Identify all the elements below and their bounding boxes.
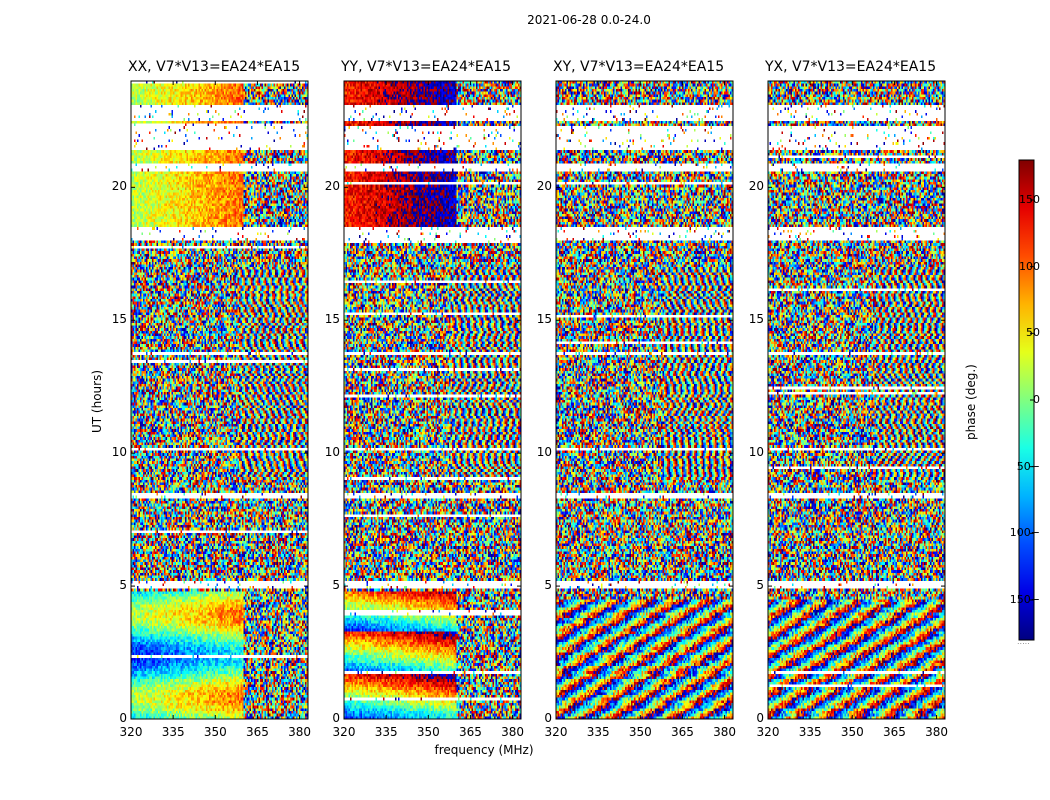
y-tick-label: 10 <box>324 445 340 460</box>
y-tick-label: 5 <box>544 578 552 593</box>
x-tick-label: 380 <box>501 725 525 739</box>
y-tick-label: 0 <box>756 711 764 725</box>
x-tick-label: 335 <box>586 725 610 739</box>
phase-heatmap-3 <box>556 81 733 719</box>
panel-frame-4 <box>767 80 946 720</box>
phase-heatmap-1 <box>131 81 308 719</box>
x-tick-label: 380 <box>713 725 737 739</box>
x-tick-label: 365 <box>458 725 482 739</box>
x-tick-label: 365 <box>670 725 694 739</box>
y-tick-label: 5 <box>756 578 764 593</box>
x-tick-label: 380 <box>288 725 312 739</box>
x-tick-label: 335 <box>374 725 398 739</box>
panel-title-1: XX, V7*V13=EA24*EA15 <box>128 59 301 75</box>
y-tick-label: 15 <box>536 312 552 327</box>
x-tick-label: 320 <box>756 725 780 739</box>
x-tick-label: 320 <box>119 725 143 739</box>
phase-heatmap-2 <box>344 81 521 719</box>
colorbar-offset-text: ..... <box>1017 637 1030 646</box>
x-tick-label: 320 <box>332 725 356 739</box>
panel-frame-3 <box>555 80 734 720</box>
y-tick-label: 10 <box>111 445 127 460</box>
y-tick-label: 15 <box>111 312 127 327</box>
y-tick-label: 20 <box>536 179 552 194</box>
phase-heatmap-4 <box>768 81 945 719</box>
panel-title-3: XY, V7*V13=EA24*EA15 <box>553 59 725 75</box>
panel-title-4: YX, V7*V13=EA24*EA15 <box>765 59 937 75</box>
x-tick-label: 335 <box>161 725 185 739</box>
x-axis-label: frequency (MHz) <box>434 743 534 757</box>
x-tick-label: 365 <box>245 725 269 739</box>
x-tick-label: 320 <box>544 725 568 739</box>
x-tick-label: 350 <box>203 725 227 739</box>
y-tick-label: 10 <box>748 445 764 460</box>
y-tick-label: 20 <box>748 179 764 194</box>
y-tick-label: 0 <box>119 711 127 725</box>
panel-frame-1 <box>130 80 309 720</box>
y-tick-label: 0 <box>332 711 340 725</box>
y-tick-label: 5 <box>332 578 340 593</box>
x-tick-label: 350 <box>628 725 652 739</box>
y-tick-label: 0 <box>544 711 552 725</box>
x-tick-label: 350 <box>416 725 440 739</box>
y-tick-label: 15 <box>324 312 340 327</box>
x-tick-label: 380 <box>925 725 949 739</box>
figure-title: 2021-06-28 0.0-24.0 <box>527 13 651 27</box>
x-tick-label: 335 <box>798 725 822 739</box>
panel-title-2: YY, V7*V13=EA24*EA15 <box>341 59 512 75</box>
y-tick-label: 15 <box>748 312 764 327</box>
y-tick-label: 20 <box>324 179 340 194</box>
y-tick-label: 20 <box>111 179 127 194</box>
x-tick-label: 365 <box>882 725 906 739</box>
x-tick-label: 350 <box>840 725 864 739</box>
panel-frame-2 <box>343 80 522 720</box>
y-tick-label: 10 <box>536 445 552 460</box>
y-tick-label: 5 <box>119 578 127 593</box>
